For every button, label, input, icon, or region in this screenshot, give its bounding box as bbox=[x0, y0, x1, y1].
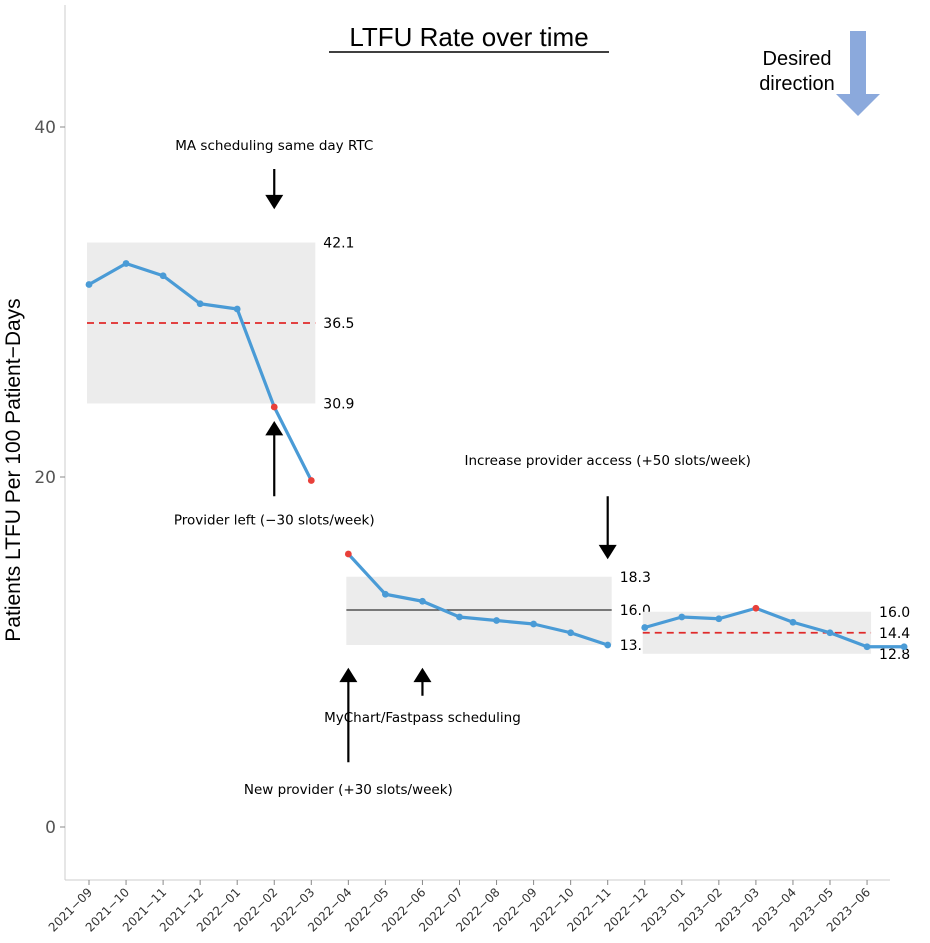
data-point bbox=[863, 643, 871, 651]
band-label-lcl: 12.8 bbox=[879, 647, 910, 663]
data-point bbox=[678, 613, 686, 621]
data-point bbox=[641, 624, 649, 631]
series-line bbox=[347, 552, 609, 647]
y-tick-label: 20 bbox=[34, 468, 56, 488]
y-tick-label: 0 bbox=[45, 818, 56, 838]
annotation-arrow-icon bbox=[339, 667, 358, 683]
data-point bbox=[789, 618, 797, 626]
data-point bbox=[159, 272, 167, 280]
annotation-arrow-icon bbox=[265, 421, 284, 436]
annotation-arrow-icon bbox=[413, 667, 432, 683]
series bbox=[85, 260, 908, 651]
highlighted-point bbox=[270, 403, 278, 411]
band-label-center: 14.4 bbox=[879, 626, 910, 642]
y-ticks: 0 20 40 bbox=[34, 118, 65, 838]
chart-title: LTFU Rate over time bbox=[349, 22, 588, 52]
band-label-ucl: 16.0 bbox=[879, 605, 910, 621]
data-point bbox=[530, 620, 537, 628]
data-point bbox=[826, 629, 834, 637]
data-point bbox=[233, 305, 241, 313]
y-tick-label: 40 bbox=[34, 118, 56, 138]
axes bbox=[64, 5, 890, 881]
control-bands: 42.136.530.918.316.013.716.014.412.8 bbox=[87, 236, 910, 663]
y-axis-label: Patients LTFU Per 100 Patient−Days bbox=[2, 298, 25, 641]
data-point bbox=[715, 615, 723, 623]
annotation-text: New provider (+30 slots/week) bbox=[244, 782, 453, 798]
annotations: MA scheduling same day RTC Provider left … bbox=[174, 138, 751, 798]
desired-direction: Desired direction bbox=[759, 31, 880, 116]
annotation-text: MyChart/Fastpass scheduling bbox=[324, 710, 521, 726]
data-point bbox=[419, 597, 426, 605]
desired-direction-label-line2: direction bbox=[759, 73, 835, 95]
x-ticks: 2021−092021−102021−112021−122022−012022−… bbox=[46, 880, 873, 935]
data-point bbox=[456, 613, 463, 621]
data-point bbox=[900, 643, 908, 651]
data-point bbox=[122, 260, 130, 267]
band-label-ucl: 18.3 bbox=[620, 570, 651, 586]
annotation-arrow-icon bbox=[598, 544, 617, 560]
series-line bbox=[644, 606, 905, 649]
data-point bbox=[604, 641, 612, 649]
desired-direction-label-line1: Desired bbox=[763, 48, 832, 70]
band-label-lcl: 30.9 bbox=[323, 397, 354, 413]
annotation-text: MA scheduling same day RTC bbox=[175, 138, 373, 154]
annotation-text: Increase provider access (+50 slots/week… bbox=[464, 453, 750, 469]
desired-direction-arrow-icon bbox=[836, 31, 880, 116]
data-point bbox=[567, 629, 575, 637]
data-point bbox=[85, 281, 93, 288]
annotation-text: Provider left (−30 slots/week) bbox=[174, 512, 375, 528]
highlighted-point bbox=[752, 604, 760, 612]
highlighted-point bbox=[307, 477, 315, 484]
data-point bbox=[382, 590, 389, 598]
band-label-center: 36.5 bbox=[323, 316, 354, 332]
highlighted-point bbox=[344, 550, 352, 558]
band-label-ucl: 42.1 bbox=[323, 236, 354, 252]
data-point bbox=[493, 617, 500, 624]
annotation-arrow-icon bbox=[265, 194, 284, 210]
data-point bbox=[196, 300, 204, 308]
